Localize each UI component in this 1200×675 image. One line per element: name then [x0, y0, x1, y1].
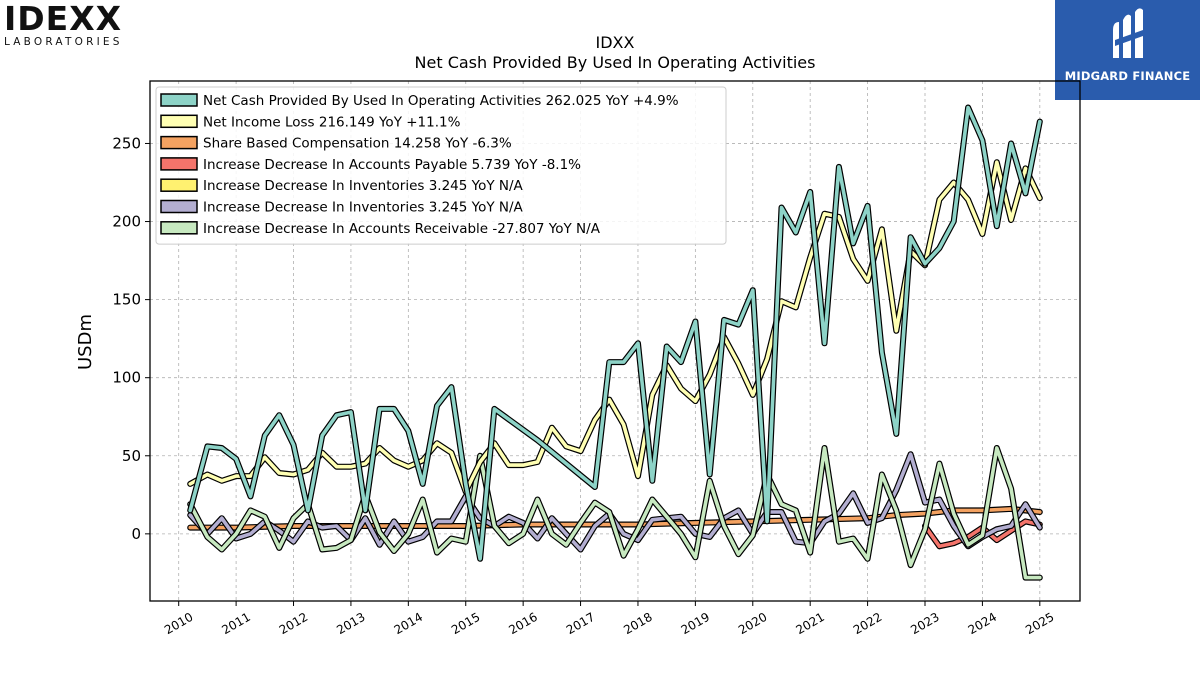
- legend-item: Increase Decrease In Inventories 3.245 Y…: [160, 199, 524, 216]
- x-tick-label: 2015: [449, 610, 482, 637]
- series-line: [187, 104, 1043, 562]
- idexx-logo: IDEXX LABORATORIES: [4, 2, 154, 50]
- y-tick-label: 250: [112, 134, 141, 152]
- x-tick-label: 2018: [621, 610, 654, 637]
- idexx-logo-subtitle: LABORATORIES: [4, 36, 123, 48]
- chart-subtitle: Net Cash Provided By Used In Operating A…: [415, 53, 816, 72]
- legend-swatch: [160, 135, 198, 150]
- legend: Net Cash Provided By Used In Operating A…: [155, 86, 727, 245]
- series-line: [187, 159, 1043, 495]
- x-tick-label: 2021: [793, 610, 826, 637]
- x-tick-label: 2016: [506, 610, 539, 637]
- x-tick-label: 2025: [1023, 610, 1056, 637]
- x-tick-label: 2010: [162, 610, 195, 637]
- series-layer: [187, 104, 1043, 581]
- legend-item: Increase Decrease In Accounts Payable 5.…: [160, 157, 581, 173]
- y-tick-label: 50: [122, 447, 141, 465]
- x-tick-label: 2017: [564, 610, 597, 637]
- x-tick-label: 2024: [966, 610, 999, 637]
- series-line-stroke: [188, 452, 1042, 552]
- y-tick-label: 100: [112, 369, 141, 387]
- plot-frame: [149, 80, 1081, 602]
- legend-swatch: [160, 93, 198, 107]
- series-line-stroke: [188, 160, 1042, 494]
- legend-swatch: [160, 157, 198, 171]
- midgard-emblem-icon: [1113, 8, 1143, 59]
- series-line: [187, 451, 1043, 553]
- legend-label: Increase Decrease In Accounts Receivable…: [203, 221, 601, 237]
- x-tick-label: 2012: [277, 610, 310, 637]
- legend-item: Increase Decrease In Accounts Receivable…: [160, 221, 601, 237]
- idexx-logo-wordmark: IDEXX: [4, 0, 123, 38]
- y-tick-label: 150: [112, 291, 141, 309]
- legend-item: Share Based Compensation 14.258 YoY -6.3…: [160, 135, 512, 152]
- x-tick-label: 2014: [392, 610, 425, 637]
- x-tick-label: 2013: [334, 610, 367, 637]
- series-line-stroke: [188, 105, 1042, 561]
- x-tick-label: 2022: [851, 610, 884, 637]
- legend-swatch: [160, 221, 198, 235]
- midgard-finance-logo: MIDGARD FINANCE: [1055, 0, 1200, 100]
- series-line-stroke: [188, 446, 1042, 580]
- y-tick-label: 0: [131, 525, 141, 543]
- legend-label: Increase Decrease In Accounts Payable 5.…: [203, 157, 581, 173]
- x-tick-label: 2023: [908, 610, 941, 637]
- legend-label: Net Cash Provided By Used In Operating A…: [203, 93, 679, 109]
- midgard-finance-brand: MIDGARD FINANCE: [1064, 69, 1191, 83]
- y-axis-label: USDm: [75, 314, 96, 370]
- legend-item: Net Income Loss 216.149 YoY +11.1%: [160, 114, 461, 130]
- legend-label: Net Income Loss 216.149 YoY +11.1%: [203, 114, 461, 130]
- series-line: [187, 445, 1043, 581]
- legend-label: Share Based Compensation 14.258 YoY -6.3…: [203, 136, 512, 152]
- legend-box: [155, 86, 727, 245]
- legend-label: Increase Decrease In Inventories 3.245 Y…: [203, 200, 524, 216]
- legend-swatch: [160, 114, 198, 129]
- legend-item: Net Cash Provided By Used In Operating A…: [160, 93, 679, 109]
- x-tick-label: 2019: [679, 610, 712, 637]
- y-tick-label: 200: [112, 213, 141, 231]
- chart-title: IDXX: [596, 33, 635, 52]
- legend-swatch: [160, 199, 198, 214]
- legend-swatch: [160, 178, 198, 192]
- legend-label: Increase Decrease In Inventories 3.245 Y…: [203, 178, 524, 194]
- x-tick-label: 2020: [736, 610, 769, 637]
- legend-item: Increase Decrease In Inventories 3.245 Y…: [160, 178, 524, 194]
- x-tick-label: 2011: [219, 610, 252, 637]
